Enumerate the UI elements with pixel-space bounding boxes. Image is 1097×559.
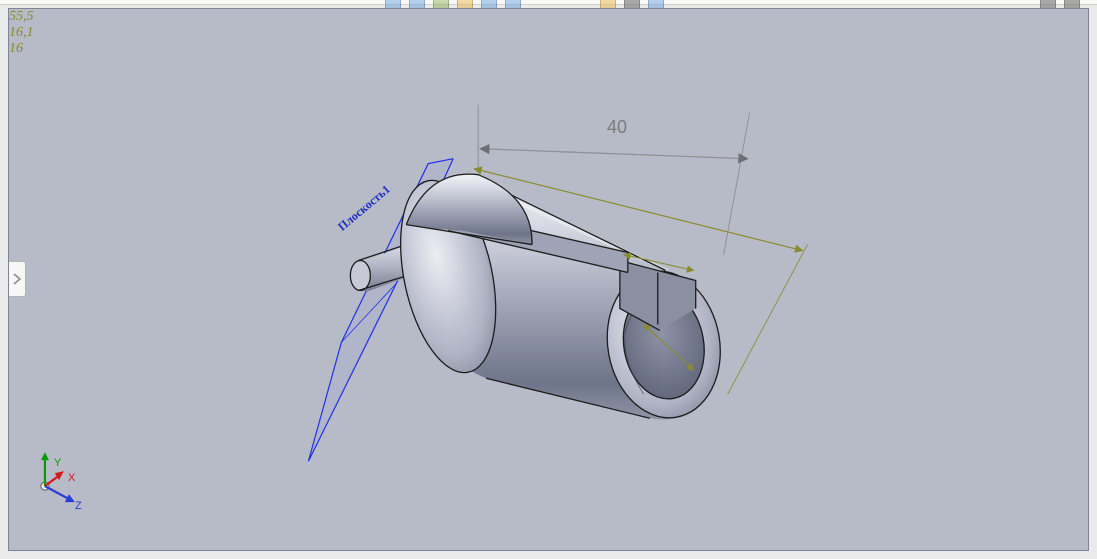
triad-y-label: Y: [54, 457, 61, 469]
scene-canvas: [9, 9, 1088, 551]
toolbar-strip: [0, 0, 1097, 5]
triad-z-label: Z: [75, 500, 82, 512]
dimension-40-value[interactable]: 40: [607, 117, 627, 138]
triad-x-label: X: [68, 472, 75, 484]
graphics-viewport[interactable]: Плоскость1 40 55,5 16,1 16 Y X Z: [8, 8, 1089, 551]
app-window: Плоскость1 40 55,5 16,1 16 Y X Z: [0, 0, 1097, 559]
